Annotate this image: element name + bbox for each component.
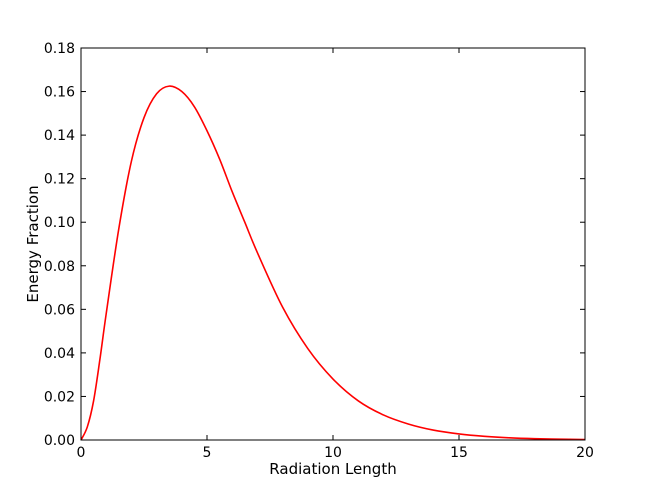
y-tick-label: 0.14: [44, 128, 75, 144]
x-tick-label: 20: [576, 445, 594, 461]
series-layer: [80, 85, 586, 441]
plot-frame: [80, 47, 586, 441]
x-axis-label: Radiation Length: [269, 460, 396, 478]
x-tick-label: 5: [203, 445, 212, 461]
plot-background: [81, 48, 585, 440]
x-tick-label: 0: [77, 445, 86, 461]
x-tick-label: 10: [324, 445, 342, 461]
y-tick-label: 0.04: [44, 346, 75, 362]
y-tick-label: 0.00: [44, 433, 75, 449]
y-tick-label: 0.12: [44, 172, 75, 188]
y-tick-label: 0.06: [44, 302, 75, 318]
y-axis-label: Energy Fraction: [24, 185, 42, 302]
x-tick-label: 15: [450, 445, 468, 461]
y-tick-label: 0.16: [44, 85, 75, 101]
axis-tick-labels: 0 5 10 15 20 0.00 0.02 0.04 0.06 0.08 0.10 0.12 0.14…: [44, 41, 594, 461]
y-tick-label: 0.02: [44, 389, 75, 405]
y-tick-label: 0.18: [44, 41, 75, 57]
y-tick-label: 0.10: [44, 215, 75, 231]
series-line: [80, 85, 586, 441]
y-tick-label: 0.08: [44, 259, 75, 275]
